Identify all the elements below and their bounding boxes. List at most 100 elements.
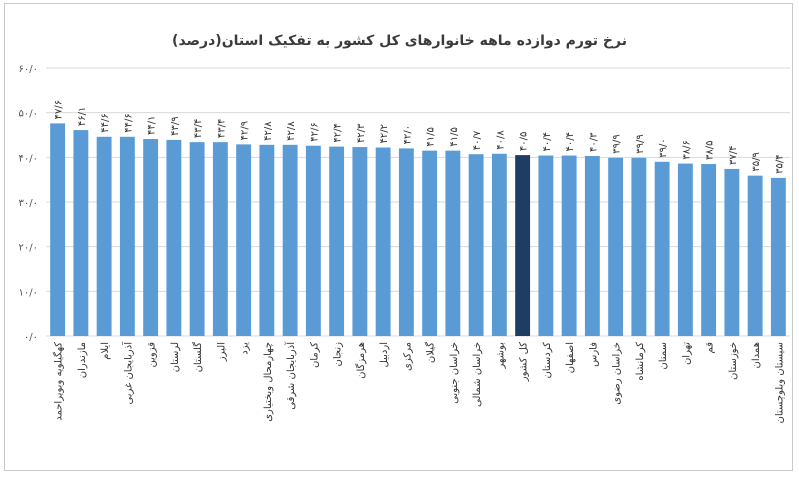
bar <box>119 136 135 336</box>
value-label: ۴۶/۱ <box>77 107 88 126</box>
bar <box>515 155 531 336</box>
bar <box>608 157 624 336</box>
value-label: ۴۳/۴ <box>216 119 227 138</box>
bar <box>96 136 112 336</box>
value-label: ۳۹/۰ <box>658 138 669 157</box>
value-label: ۴۲/۴ <box>333 123 344 142</box>
category-label: کردستان <box>542 342 553 379</box>
bar <box>445 150 461 336</box>
bar <box>724 168 740 336</box>
y-tick-label: ۲۰/۰ <box>19 243 38 254</box>
value-label: ۳۷/۴ <box>728 145 739 164</box>
category-label: ایلام <box>100 342 111 360</box>
bar <box>236 144 252 336</box>
category-label: یزد <box>240 342 251 355</box>
category-label: خراسان شمالی <box>472 342 483 407</box>
bar <box>166 139 182 336</box>
category-label: چهارمحال وبختیاری <box>263 342 274 422</box>
category-label: اصفهان <box>565 342 576 373</box>
category-label: آذربایجان شرقی <box>284 341 297 410</box>
category-label: همدان <box>751 342 762 368</box>
bar <box>491 153 507 336</box>
category-label: خراسان رضوی <box>612 342 623 405</box>
category-label: بوشهر <box>495 342 506 369</box>
value-label: ۴۰/۴ <box>542 132 553 151</box>
value-label: ۳۹/۹ <box>635 134 646 153</box>
category-label: آذربایجان غربی <box>121 341 134 405</box>
value-label: ۳۵/۴ <box>774 154 785 173</box>
bar <box>422 150 438 336</box>
bar <box>770 177 786 336</box>
category-label: البرز <box>216 342 227 362</box>
y-tick-label: ۰/۰ <box>24 332 38 343</box>
bar <box>747 175 763 336</box>
value-label: ۴۰/۸ <box>495 130 506 150</box>
value-label: ۴۲/۲ <box>379 124 390 143</box>
category-label: سیستان وبلوچستان <box>774 342 785 424</box>
category-label: اردبیل <box>379 342 390 367</box>
value-label: ۴۳/۴ <box>193 119 204 138</box>
bar <box>375 147 391 336</box>
bar <box>305 145 321 336</box>
bar <box>189 142 205 336</box>
category-label: سمنان <box>658 342 669 370</box>
bar <box>561 155 577 336</box>
value-label: ۴۲/۸ <box>263 121 274 141</box>
category-label: هرمزگان <box>355 342 367 379</box>
bar <box>329 146 345 336</box>
bar <box>631 157 647 336</box>
category-label: لرستان <box>170 342 181 372</box>
value-label: ۴۷/۶ <box>54 100 65 119</box>
y-tick-label: ۱۰/۰ <box>19 287 38 298</box>
category-label: گیلان <box>425 342 437 363</box>
bar <box>143 139 159 336</box>
value-label: ۳۵/۹ <box>751 152 762 171</box>
value-label: ۳۸/۶ <box>681 140 692 159</box>
value-label: ۴۱/۵ <box>449 127 460 146</box>
y-tick-label: ۴۰/۰ <box>19 153 38 164</box>
category-label: کرمان <box>309 342 320 368</box>
category-label: تهران <box>681 342 692 365</box>
category-label: خراسان جنوبی <box>449 342 460 404</box>
bar <box>73 130 89 336</box>
value-label: ۴۲/۳ <box>356 123 367 143</box>
bar <box>398 148 414 336</box>
bar <box>538 155 554 336</box>
value-label: ۴۰/۷ <box>472 130 483 150</box>
bar <box>50 123 66 337</box>
bar <box>701 164 717 336</box>
value-label: ۴۴/۶ <box>100 113 111 132</box>
bar <box>654 161 670 336</box>
category-label: قزوین <box>147 342 158 368</box>
category-label: مازندران <box>77 342 88 378</box>
value-label: ۴۲/۶ <box>309 122 320 141</box>
value-label: ۴۳/۹ <box>170 116 181 135</box>
y-tick-label: ۳۰/۰ <box>19 198 38 209</box>
value-label: ۴۲/۰ <box>402 125 413 144</box>
value-label: ۴۰/۵ <box>519 132 530 151</box>
category-label: فارس <box>588 342 599 367</box>
value-label: ۴۰/۳ <box>588 132 599 152</box>
bar <box>259 144 275 336</box>
value-label: ۴۲/۹ <box>240 121 251 140</box>
y-tick-label: ۶۰/۰ <box>19 64 38 75</box>
bar <box>468 154 484 336</box>
category-label: کل کشور <box>519 342 530 382</box>
category-label: کهگیلویه وبویراحمد <box>53 342 65 421</box>
y-tick-label: ۵۰/۰ <box>19 109 38 120</box>
category-label: کرمانشاه <box>635 342 646 381</box>
category-label: زنجان <box>333 342 344 367</box>
category-label: گلستان <box>192 342 204 373</box>
category-label: مرکزی <box>402 342 413 371</box>
value-label: ۴۱/۵ <box>426 127 437 146</box>
value-label: ۴۲/۸ <box>286 121 297 141</box>
category-label: قم <box>705 342 716 354</box>
value-label: ۳۹/۹ <box>612 134 623 153</box>
value-label: ۳۸/۵ <box>705 141 716 160</box>
value-label: ۴۴/۱ <box>147 116 158 135</box>
bar <box>677 163 693 336</box>
bar <box>212 142 228 336</box>
bar <box>352 147 368 336</box>
value-label: ۴۰/۴ <box>565 132 576 151</box>
